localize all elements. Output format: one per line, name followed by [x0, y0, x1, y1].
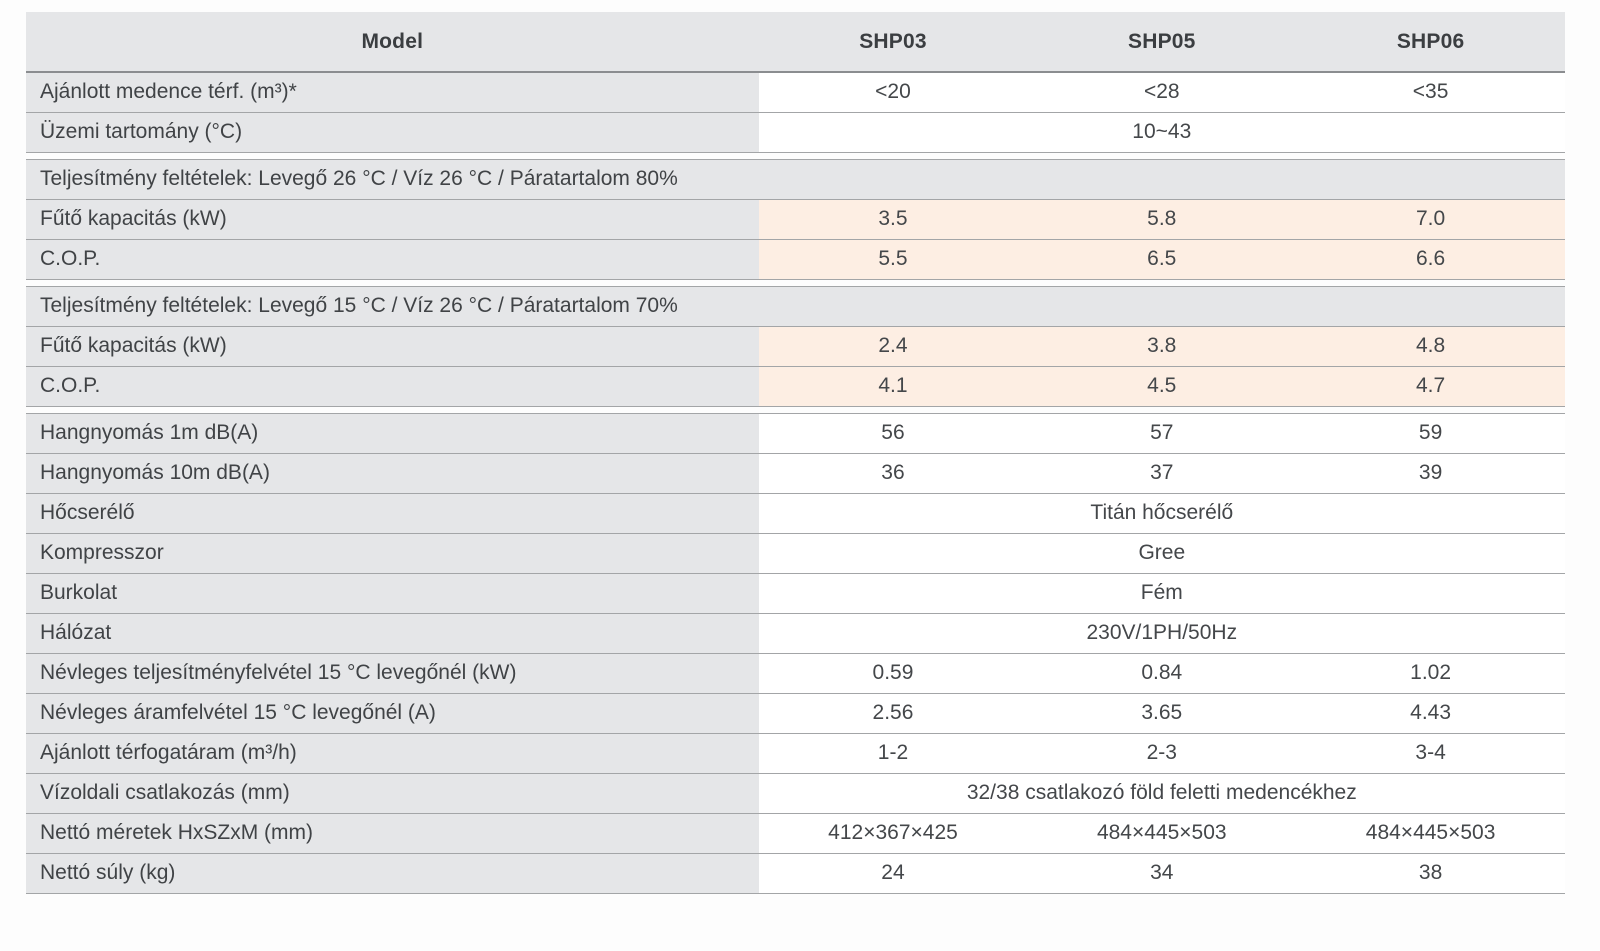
- table-row: Kompresszor Gree: [26, 532, 1565, 573]
- value-cell: 1.02: [1296, 652, 1565, 693]
- value-cell: 2.56: [758, 692, 1028, 733]
- table-row: Hálózat 230V/1PH/50Hz: [26, 612, 1565, 653]
- table-header-row: Model SHP03 SHP05 SHP06: [26, 12, 1565, 73]
- row-label: Fűtő kapacitás (kW): [26, 325, 759, 366]
- row-label: Névleges teljesítményfelvétel 15 °C leve…: [26, 652, 759, 693]
- value-cell: <28: [1027, 72, 1297, 112]
- section-header-row: Teljesítmény feltételek: Levegő 26 °C / …: [26, 158, 1565, 199]
- row-label: Burkolat: [26, 572, 759, 613]
- section-gap: [26, 151, 1565, 160]
- value-cell: 2-3: [1027, 732, 1297, 773]
- table-row: C.O.P. 5.5 6.5 6.6: [26, 238, 1565, 279]
- spec-table-body: Ajánlott medence térf. (m³)* <20 <28 <35…: [26, 72, 1565, 894]
- value-cell: 3.5: [758, 198, 1028, 239]
- spanned-value-cell: 32/38 csatlakozó föld feletti medencékhe…: [758, 772, 1565, 813]
- table-row: Hangnyomás 1m dB(A) 56 57 59: [26, 412, 1565, 453]
- value-cell: <35: [1296, 72, 1565, 112]
- row-label: Hangnyomás 10m dB(A): [26, 452, 759, 493]
- value-cell: 6.5: [1027, 238, 1297, 279]
- value-cell: 34: [1027, 852, 1297, 894]
- table-row: Hőcserélő Titán hőcserélő: [26, 492, 1565, 533]
- table-row: Ajánlott medence térf. (m³)* <20 <28 <35: [26, 72, 1565, 112]
- table-row: Hangnyomás 10m dB(A) 36 37 39: [26, 452, 1565, 493]
- row-label: Névleges áramfelvétel 15 °C levegőnél (A…: [26, 692, 759, 733]
- column-header-shp05: SHP05: [1027, 12, 1297, 73]
- value-cell: 484×445×503: [1296, 812, 1565, 853]
- value-cell: 1-2: [758, 732, 1028, 773]
- value-cell: 37: [1027, 452, 1297, 493]
- value-cell: 56: [758, 412, 1028, 453]
- row-label: Hálózat: [26, 612, 759, 653]
- value-cell: 4.43: [1296, 692, 1565, 733]
- section-gap-row: [26, 405, 1565, 414]
- row-label: Hőcserélő: [26, 492, 759, 533]
- row-label: Hangnyomás 1m dB(A): [26, 412, 759, 453]
- spanned-value-cell: Titán hőcserélő: [758, 492, 1565, 533]
- row-label: Ajánlott térfogatáram (m³/h): [26, 732, 759, 773]
- table-row: Üzemi tartomány (°C) 10~43: [26, 111, 1565, 152]
- value-cell: 3-4: [1296, 732, 1565, 773]
- table-row: Nettó méretek HxSZxM (mm) 412×367×425 48…: [26, 812, 1565, 853]
- value-cell: 4.1: [758, 365, 1028, 406]
- spanned-value-cell: 230V/1PH/50Hz: [758, 612, 1565, 653]
- value-cell: 4.7: [1296, 365, 1565, 406]
- section-header-label: Teljesítmény feltételek: Levegő 15 °C / …: [26, 285, 1565, 326]
- value-cell: 3.65: [1027, 692, 1297, 733]
- value-cell: 7.0: [1296, 198, 1565, 239]
- spec-table: Model SHP03 SHP05 SHP06 Ajánlott medence…: [26, 12, 1565, 894]
- table-row: Fűtő kapacitás (kW) 3.5 5.8 7.0: [26, 198, 1565, 239]
- value-cell: 5.5: [758, 238, 1028, 279]
- row-label: Nettó méretek HxSZxM (mm): [26, 812, 759, 853]
- spanned-value-cell: Gree: [758, 532, 1565, 573]
- row-label: C.O.P.: [26, 238, 759, 279]
- spanned-value-cell: 10~43: [758, 111, 1565, 152]
- row-label: Vízoldali csatlakozás (mm): [26, 772, 759, 813]
- value-cell: 36: [758, 452, 1028, 493]
- section-gap-row: [26, 151, 1565, 160]
- value-cell: 6.6: [1296, 238, 1565, 279]
- column-header-shp03: SHP03: [758, 12, 1028, 73]
- value-cell: 0.59: [758, 652, 1028, 693]
- page: Model SHP03 SHP05 SHP06 Ajánlott medence…: [26, 12, 1565, 894]
- value-cell: 0.84: [1027, 652, 1297, 693]
- value-cell: 57: [1027, 412, 1297, 453]
- table-row: Névleges áramfelvétel 15 °C levegőnél (A…: [26, 692, 1565, 733]
- value-cell: <20: [758, 72, 1028, 112]
- value-cell: 39: [1296, 452, 1565, 493]
- row-label: Nettó súly (kg): [26, 852, 759, 894]
- value-cell: 4.8: [1296, 325, 1565, 366]
- value-cell: 24: [758, 852, 1028, 894]
- section-gap: [26, 278, 1565, 287]
- row-label: Fűtő kapacitás (kW): [26, 198, 759, 239]
- value-cell: 3.8: [1027, 325, 1297, 366]
- spanned-value-cell: Fém: [758, 572, 1565, 613]
- value-cell: 59: [1296, 412, 1565, 453]
- table-row: Fűtő kapacitás (kW) 2.4 3.8 4.8: [26, 325, 1565, 366]
- section-header-row: Teljesítmény feltételek: Levegő 15 °C / …: [26, 285, 1565, 326]
- row-label: C.O.P.: [26, 365, 759, 406]
- model-header: Model: [26, 12, 759, 73]
- value-cell: 4.5: [1027, 365, 1297, 406]
- row-label: Ajánlott medence térf. (m³)*: [26, 72, 759, 112]
- table-row: Ajánlott térfogatáram (m³/h) 1-2 2-3 3-4: [26, 732, 1565, 773]
- value-cell: 2.4: [758, 325, 1028, 366]
- table-row: Burkolat Fém: [26, 572, 1565, 613]
- table-row: C.O.P. 4.1 4.5 4.7: [26, 365, 1565, 406]
- section-gap-row: [26, 278, 1565, 287]
- table-row: Nettó súly (kg) 24 34 38: [26, 852, 1565, 894]
- value-cell: 484×445×503: [1027, 812, 1297, 853]
- value-cell: 5.8: [1027, 198, 1297, 239]
- section-header-label: Teljesítmény feltételek: Levegő 26 °C / …: [26, 158, 1565, 199]
- section-gap: [26, 405, 1565, 414]
- row-label: Üzemi tartomány (°C): [26, 111, 759, 152]
- value-cell: 38: [1296, 852, 1565, 894]
- row-label: Kompresszor: [26, 532, 759, 573]
- value-cell: 412×367×425: [758, 812, 1028, 853]
- table-row: Vízoldali csatlakozás (mm) 32/38 csatlak…: [26, 772, 1565, 813]
- table-row: Névleges teljesítményfelvétel 15 °C leve…: [26, 652, 1565, 693]
- column-header-shp06: SHP06: [1296, 12, 1565, 73]
